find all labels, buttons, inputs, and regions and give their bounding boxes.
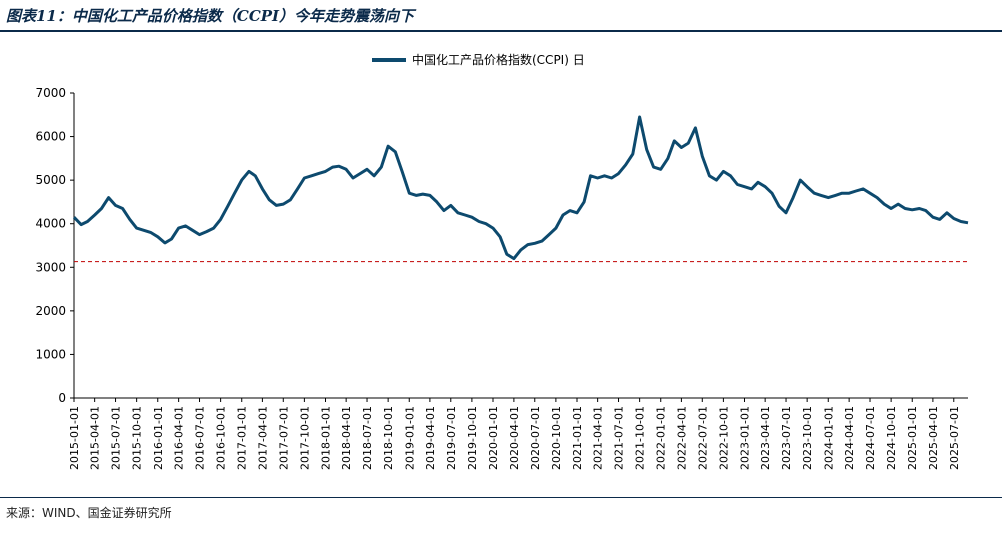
x-tick-label: 2025-01-01: [906, 406, 919, 470]
x-tick-label: 2023-04-01: [759, 406, 772, 470]
bottom-rule: [0, 497, 1002, 498]
x-tick-label: 2016-10-01: [215, 406, 228, 470]
legend: 中国化工产品价格指数(CCPI) 日: [372, 52, 585, 67]
x-tick-label: 2020-04-01: [508, 406, 521, 470]
x-tick-label: 2021-10-01: [634, 406, 647, 470]
y-axis: 0 1000 2000 3000 4000 5000 6000 7000: [35, 86, 75, 405]
source-note: 来源：WIND、国金证券研究所: [6, 506, 172, 520]
x-tick-label: 2018-04-01: [340, 406, 353, 470]
x-tick-label: 2023-07-01: [780, 406, 793, 470]
x-tick-label: 2023-01-01: [739, 406, 752, 470]
x-tick-label: 2020-07-01: [529, 406, 542, 470]
x-tick-label: 2016-07-01: [194, 406, 207, 470]
x-tick-label: 2020-01-01: [487, 406, 500, 470]
x-tick-label: 2016-04-01: [173, 406, 186, 470]
x-tick-label: 2022-10-01: [717, 406, 730, 470]
x-tick-label: 2024-07-01: [864, 406, 877, 470]
x-tick-label: 2025-07-01: [948, 406, 961, 470]
x-tick-label: 2019-04-01: [424, 406, 437, 470]
x-tick-label: 2024-04-01: [843, 406, 856, 470]
ccpi-series-line: [72, 115, 969, 261]
x-tick-label: 2019-07-01: [445, 406, 458, 470]
x-tick-label: 2019-01-01: [403, 406, 416, 470]
y-tick-label: 1000: [35, 347, 66, 361]
y-tick-label: 3000: [35, 260, 66, 274]
y-tick-label: 0: [58, 391, 66, 405]
x-tick-label: 2015-01-01: [68, 406, 81, 470]
y-tick-label: 7000: [35, 86, 66, 100]
x-tick-label: 2024-01-01: [822, 406, 835, 470]
x-tick-label: 2017-01-01: [236, 406, 249, 470]
x-tick-label: 2015-04-01: [89, 406, 102, 470]
x-tick-label: 2015-07-01: [110, 406, 123, 470]
x-tick-label: 2020-10-01: [550, 406, 563, 470]
x-tick-label: 2022-04-01: [675, 406, 688, 470]
x-tick-label: 2016-01-01: [152, 406, 165, 470]
x-tick-label: 2021-07-01: [613, 406, 626, 470]
x-tick-label: 2021-01-01: [571, 406, 584, 470]
title-bar: 图表11：中国化工产品价格指数（CCPI）今年走势震荡向下: [0, 0, 1002, 30]
x-tick-label: 2018-10-01: [382, 406, 395, 470]
top-rule: [0, 30, 1002, 32]
x-axis: 2015-01-01 2015-04-01 2015-07-01 2015-10-01…: [68, 397, 968, 470]
x-tick-label: 2015-10-01: [131, 406, 144, 470]
figure-title: 图表11：中国化工产品价格指数（CCPI）今年走势震荡向下: [6, 7, 415, 25]
x-tick-label: 2022-01-01: [655, 406, 668, 470]
x-tick-label: 2017-04-01: [256, 406, 269, 470]
x-tick-label: 2017-10-01: [298, 406, 311, 470]
x-tick-label: 2024-10-01: [885, 406, 898, 470]
x-tick-label: 2019-10-01: [466, 406, 479, 470]
x-tick-label: 2022-07-01: [696, 406, 709, 470]
x-tick-label: 2021-04-01: [592, 406, 605, 470]
x-tick-label: 2025-04-01: [927, 406, 940, 470]
x-tick-label: 2018-01-01: [319, 406, 332, 470]
x-tick-label: 2023-10-01: [801, 406, 814, 470]
y-tick-label: 6000: [35, 130, 66, 144]
x-tick-label: 2017-07-01: [277, 406, 290, 470]
legend-label: 中国化工产品价格指数(CCPI) 日: [412, 52, 585, 67]
y-tick-label: 5000: [35, 173, 66, 187]
y-tick-label: 2000: [35, 304, 66, 318]
y-tick-label: 4000: [35, 217, 66, 231]
x-tick-label: 2018-07-01: [361, 406, 374, 470]
